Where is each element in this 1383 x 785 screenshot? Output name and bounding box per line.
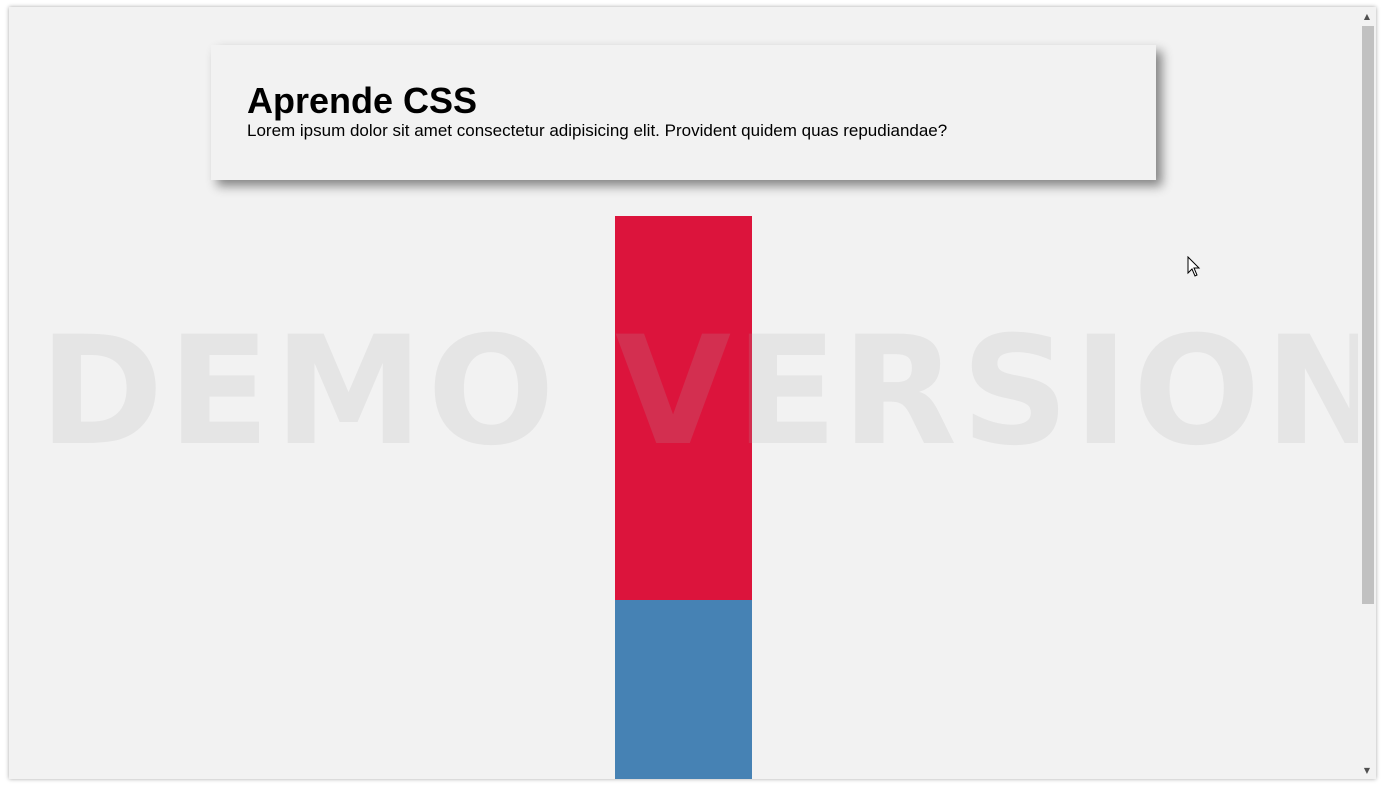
page-viewport: Aprende CSS Lorem ipsum dolor sit amet c… [9, 7, 1358, 779]
card-text: Lorem ipsum dolor sit amet consectetur a… [247, 121, 948, 140]
red-block [615, 216, 752, 600]
browser-window: Aprende CSS Lorem ipsum dolor sit amet c… [9, 7, 1376, 779]
mouse-pointer-icon [1187, 256, 1201, 277]
chevron-down-icon[interactable]: ▼ [1363, 765, 1371, 775]
vertical-scrollbar[interactable]: ▲ ▼ [1358, 7, 1376, 779]
chevron-up-icon[interactable]: ▲ [1363, 11, 1371, 21]
card-title: Aprende CSS [247, 80, 478, 121]
scrollbar-thumb[interactable] [1362, 26, 1374, 604]
blue-block [615, 600, 752, 779]
header-card: Aprende CSS Lorem ipsum dolor sit amet c… [211, 45, 1156, 180]
